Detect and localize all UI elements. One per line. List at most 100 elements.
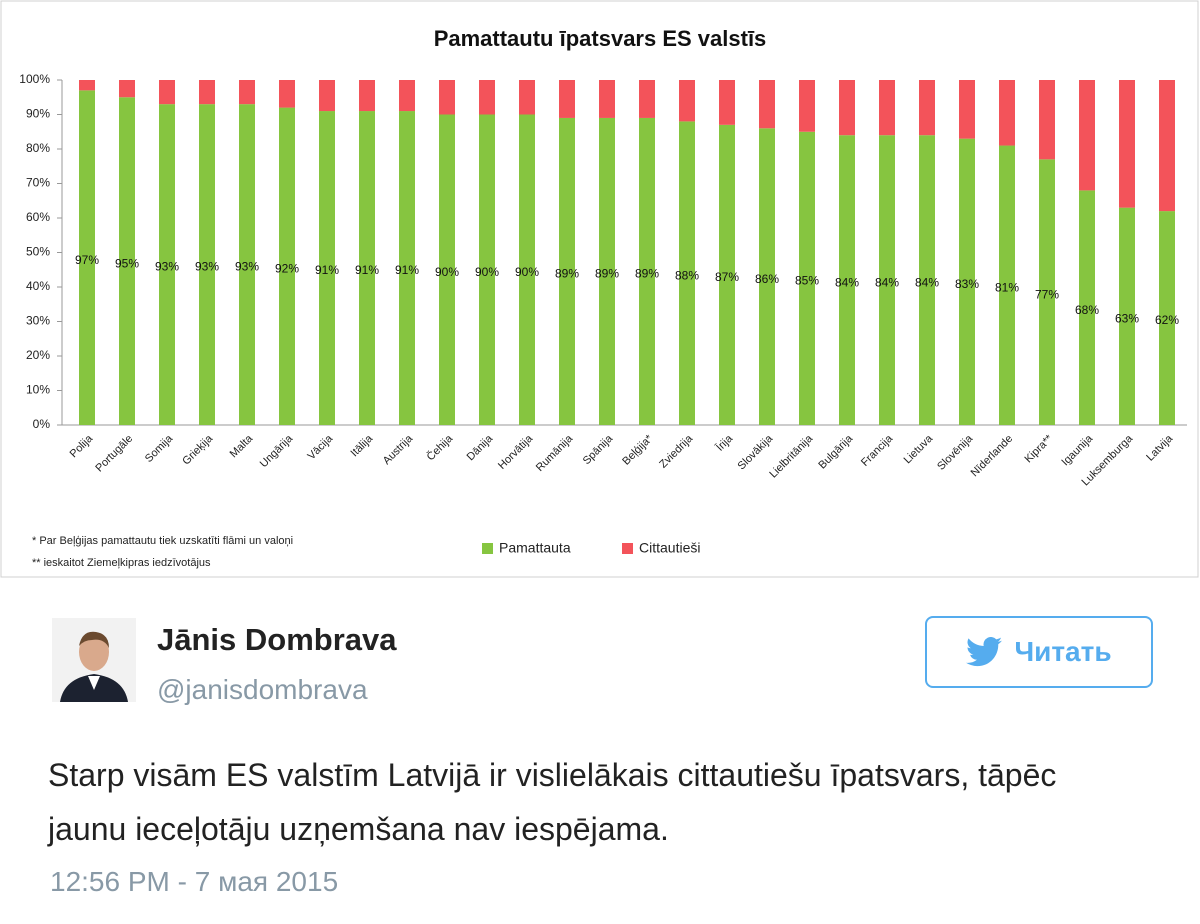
value-label: 88% — [675, 268, 699, 282]
value-label: 87% — [715, 270, 739, 284]
value-label: 90% — [435, 265, 459, 279]
bar-segment — [799, 80, 815, 132]
value-label: 93% — [155, 260, 179, 274]
bar-segment — [1039, 80, 1055, 160]
bar-segment — [1119, 80, 1135, 208]
value-label: 83% — [955, 277, 979, 291]
author-name[interactable]: Jānis Dombrava — [157, 622, 397, 657]
y-tick-label: 60% — [26, 210, 50, 224]
footnote: ** ieskaitot Ziemeļkipras iedzīvotājus — [32, 557, 211, 569]
bar-segment — [439, 80, 455, 115]
bar-segment — [759, 80, 775, 129]
bar-segment — [1039, 159, 1055, 425]
value-label: 63% — [1115, 311, 1139, 325]
bar-segment — [399, 111, 415, 426]
bar-segment — [239, 80, 255, 105]
bar-segment — [639, 80, 655, 118]
bar-segment — [1079, 80, 1095, 191]
value-label: 91% — [315, 263, 339, 277]
bar-segment — [399, 80, 415, 112]
y-tick-label: 100% — [19, 72, 50, 86]
value-label: 91% — [355, 263, 379, 277]
bar-segment — [679, 121, 695, 426]
bar-segment — [199, 104, 215, 426]
value-label: 97% — [75, 253, 99, 267]
legend-label: Cittautieši — [639, 540, 700, 556]
bar-segment — [879, 135, 895, 425]
bar-segment — [719, 124, 735, 425]
y-tick-label: 0% — [33, 417, 51, 431]
bar-segment — [759, 128, 775, 426]
bar-segment — [959, 138, 975, 425]
value-label: 95% — [115, 256, 139, 270]
footnote: * Par Beļģijas pamattautu tiek uzskatīti… — [32, 534, 293, 547]
value-label: 62% — [1155, 313, 1179, 327]
bar-segment — [319, 80, 335, 112]
bar-segment — [919, 80, 935, 136]
follow-label: Читать — [1014, 636, 1112, 667]
bar-segment — [319, 111, 335, 426]
y-tick-label: 70% — [26, 176, 50, 190]
bar-segment — [519, 114, 535, 425]
bar-segment — [359, 111, 375, 426]
bar-segment — [1079, 190, 1095, 425]
bar-segment — [119, 80, 135, 98]
bar-segment — [599, 117, 615, 425]
value-label: 86% — [755, 272, 779, 286]
bar-segment — [519, 80, 535, 115]
y-tick-label: 80% — [26, 141, 50, 155]
bar-segment — [839, 80, 855, 136]
tweet-text: Starp visām ES valstīm Latvijā ir vislie… — [48, 757, 1057, 847]
bar-segment — [679, 80, 695, 122]
value-label: 90% — [515, 265, 539, 279]
y-tick-label: 30% — [26, 314, 50, 328]
bar-segment — [599, 80, 615, 118]
bar-segment — [439, 114, 455, 425]
bar-segment — [639, 117, 655, 425]
value-label: 92% — [275, 261, 299, 275]
author-handle[interactable]: @janisdombrava — [157, 674, 368, 705]
follow-button[interactable]: Читать — [925, 616, 1153, 688]
value-label: 84% — [915, 275, 939, 289]
bar-segment — [879, 80, 895, 136]
value-label: 77% — [1035, 287, 1059, 301]
value-label: 85% — [795, 274, 819, 288]
bar-segment — [199, 80, 215, 105]
bar-segment — [799, 131, 815, 425]
bar-segment — [1119, 207, 1135, 425]
value-label: 81% — [995, 280, 1019, 294]
value-label: 84% — [835, 275, 859, 289]
y-tick-label: 20% — [26, 348, 50, 362]
bar-segment — [1159, 80, 1175, 212]
value-label: 89% — [635, 267, 659, 281]
value-label: 93% — [235, 260, 259, 274]
bar-segment — [159, 104, 175, 426]
value-label: 90% — [475, 265, 499, 279]
bar-segment — [559, 80, 575, 118]
bar-segment — [159, 80, 175, 105]
tweet-time[interactable]: 12:56 PM - 7 мая 2015 — [50, 866, 339, 897]
value-label: 93% — [195, 260, 219, 274]
bar-segment — [839, 135, 855, 425]
value-label: 84% — [875, 275, 899, 289]
bar-segment — [359, 80, 375, 112]
legend-label: Pamattauta — [499, 540, 571, 556]
bar-segment — [999, 145, 1015, 426]
bar-segment — [479, 114, 495, 425]
bar-segment — [239, 104, 255, 426]
twitter-bird — [966, 637, 1003, 667]
y-tick-label: 10% — [26, 383, 50, 397]
bar-segment — [959, 80, 975, 139]
bar-segment — [999, 80, 1015, 146]
bar-segment — [719, 80, 735, 125]
bar-segment — [79, 90, 95, 425]
avatar[interactable] — [52, 618, 136, 702]
value-label: 89% — [595, 267, 619, 281]
legend-swatch — [482, 543, 493, 554]
value-label: 91% — [395, 263, 419, 277]
avatar-image — [52, 618, 136, 702]
chart-title: Pamattautu īpatsvars ES valstīs — [434, 26, 767, 51]
y-tick-label: 50% — [26, 245, 50, 259]
bar-segment — [119, 97, 135, 425]
